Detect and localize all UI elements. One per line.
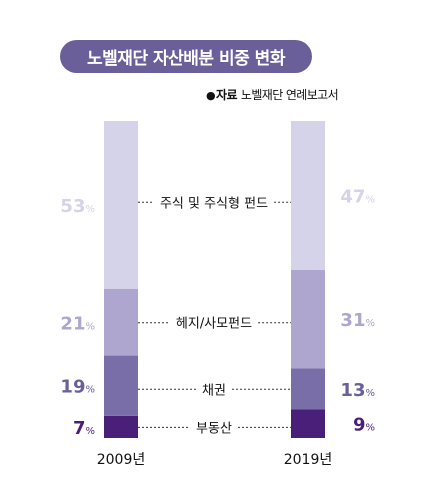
data-label-부동산-2009년: 7%: [73, 418, 95, 439]
series-label-헤지-사모펀드: 헤지/사모펀드: [176, 317, 252, 332]
source-note: ●자료 노벨재단 연례보고서: [206, 86, 386, 103]
bar-segment-채권-2019년: [291, 368, 325, 410]
series-label-주식-및-주식형-펀드: 주식 및 주식형 펀드: [160, 196, 268, 211]
data-label-채권-2009년: 19%: [60, 377, 95, 398]
data-label-주식-및-주식형-펀드-2019년: 47%: [340, 186, 375, 207]
source-text: 노벨재단 연례보고서: [240, 88, 339, 102]
bar-segment-헤지-사모펀드-2019년: [291, 269, 325, 369]
x-tick-label-2009년: 2009년: [97, 452, 146, 468]
data-label-채권-2019년: 13%: [340, 380, 375, 401]
series-label-부동산: 부동산: [196, 421, 232, 436]
data-label-주식-및-주식형-펀드-2009년: 53%: [60, 196, 95, 217]
bar-segment-주식-및-주식형-펀드-2019년: [291, 121, 325, 270]
bullet-icon: ●: [206, 89, 216, 102]
chart-title: 노벨재단 자산배분 비중 변화: [60, 40, 312, 73]
x-tick-label-2019년: 2019년: [284, 452, 333, 468]
bar-segment-채권-2009년: [104, 355, 138, 416]
data-label-부동산-2019년: 9%: [353, 415, 375, 436]
data-label-헤지-사모펀드-2019년: 31%: [340, 310, 375, 331]
series-label-채권: 채권: [202, 383, 226, 398]
bar-segment-부동산-2019년: [291, 409, 325, 438]
bar-segment-주식-및-주식형-펀드-2009년: [104, 121, 138, 290]
bar-segment-헤지-사모펀드-2009년: [104, 289, 138, 356]
bar-segment-부동산-2009년: [104, 415, 138, 438]
data-label-헤지-사모펀드-2009년: 21%: [60, 313, 95, 334]
source-label: 자료: [216, 88, 237, 102]
